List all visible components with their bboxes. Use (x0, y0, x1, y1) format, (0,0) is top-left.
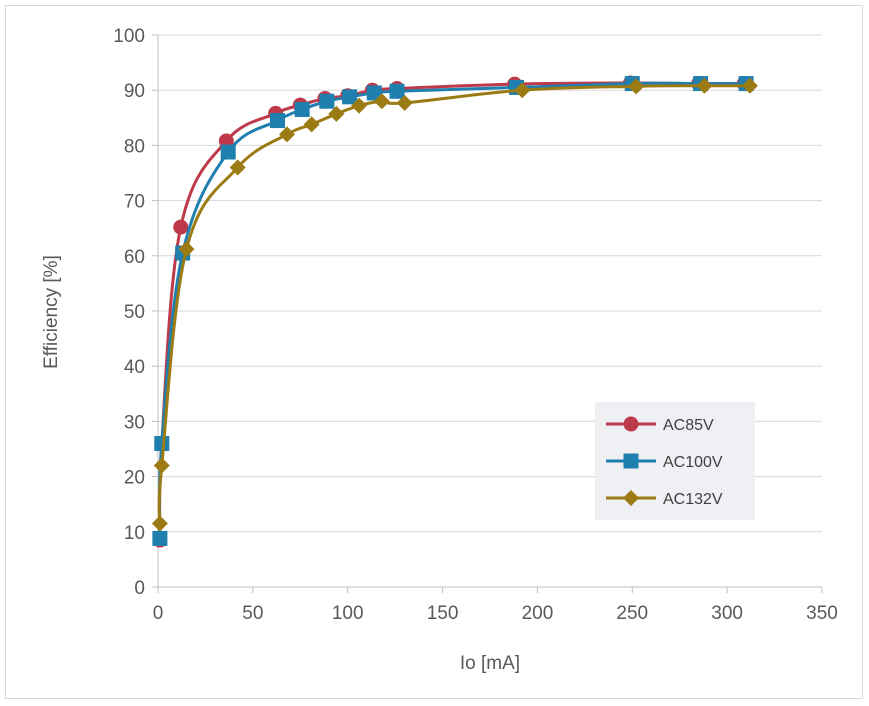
data-point-ac132v (351, 97, 368, 114)
data-point-ac132v (229, 159, 246, 176)
legend-label-ac132v: AC132V (663, 491, 723, 508)
y-tick-label: 50 (124, 302, 145, 323)
y-tick-label: 70 (124, 192, 145, 213)
series-ac100v (152, 76, 754, 546)
grid-lines (158, 34, 822, 533)
series-line-ac132v (157, 84, 750, 524)
legend-label-ac100v: AC100V (663, 454, 723, 471)
tick-labels: 0 10 20 30 40 50 60 70 80 90 100 0 50 100 150 200 250 300… (113, 26, 838, 624)
y-tick-label: 90 (124, 81, 145, 102)
series-ac132v (151, 77, 758, 532)
y-tick-label: 10 (124, 523, 145, 544)
x-axis-title: Io [mA] (460, 653, 520, 674)
y-axis-title: Efficiency [%] (41, 255, 62, 369)
legend-marker-ac100v (623, 453, 639, 469)
data-point-ac132v (628, 78, 645, 95)
data-point-ac100v (220, 144, 236, 160)
data-point-ac100v (366, 85, 382, 101)
y-tick-label: 30 (124, 412, 145, 433)
data-point-ac132v (514, 82, 531, 99)
x-tick-label: 50 (242, 603, 263, 624)
y-tick-label: 60 (124, 247, 145, 268)
legend-marker-ac132v (623, 490, 639, 506)
y-tick-label: 20 (124, 468, 145, 489)
data-point-ac100v (152, 530, 168, 546)
data-point-ac100v (154, 435, 170, 451)
data-point-ac132v (373, 93, 390, 110)
legend-item-ac85v: AC85V (606, 416, 714, 434)
y-tick-label: 100 (113, 26, 145, 47)
legend: AC85V AC100V AC132V (595, 402, 755, 520)
data-point-ac100v (389, 83, 405, 99)
x-tick-label: 100 (332, 603, 364, 624)
data-point-ac132v (396, 94, 413, 111)
chart-frame (5, 5, 863, 699)
y-tick-label: 40 (124, 357, 145, 378)
data-point-ac132v (151, 515, 168, 532)
data-point-ac132v (303, 116, 320, 133)
series-lines (151, 75, 758, 548)
x-tick-label: 150 (427, 603, 459, 624)
legend-label-ac85v: AC85V (663, 417, 714, 434)
legend-marker-ac85v (623, 416, 639, 432)
data-point-ac132v (279, 126, 296, 143)
y-tick-label: 80 (124, 136, 145, 157)
y-tick-label: 0 (134, 578, 145, 599)
x-tick-label: 200 (522, 603, 554, 624)
x-tick-label: 350 (806, 603, 838, 624)
data-point-ac132v (741, 77, 758, 94)
legend-item-ac132v: AC132V (606, 490, 723, 508)
x-tick-label: 0 (153, 603, 164, 624)
legend-item-ac100v: AC100V (606, 453, 723, 471)
data-point-ac85v (173, 219, 189, 235)
axes (152, 34, 823, 593)
data-point-ac100v (294, 102, 310, 118)
x-tick-label: 250 (616, 603, 648, 624)
data-point-ac132v (178, 241, 195, 258)
data-point-ac132v (328, 105, 345, 122)
x-tick-label: 300 (711, 603, 743, 624)
data-point-ac100v (319, 93, 335, 109)
data-point-ac100v (270, 113, 286, 129)
data-point-ac132v (153, 457, 170, 474)
data-point-ac100v (342, 89, 358, 105)
data-point-ac132v (696, 77, 713, 94)
